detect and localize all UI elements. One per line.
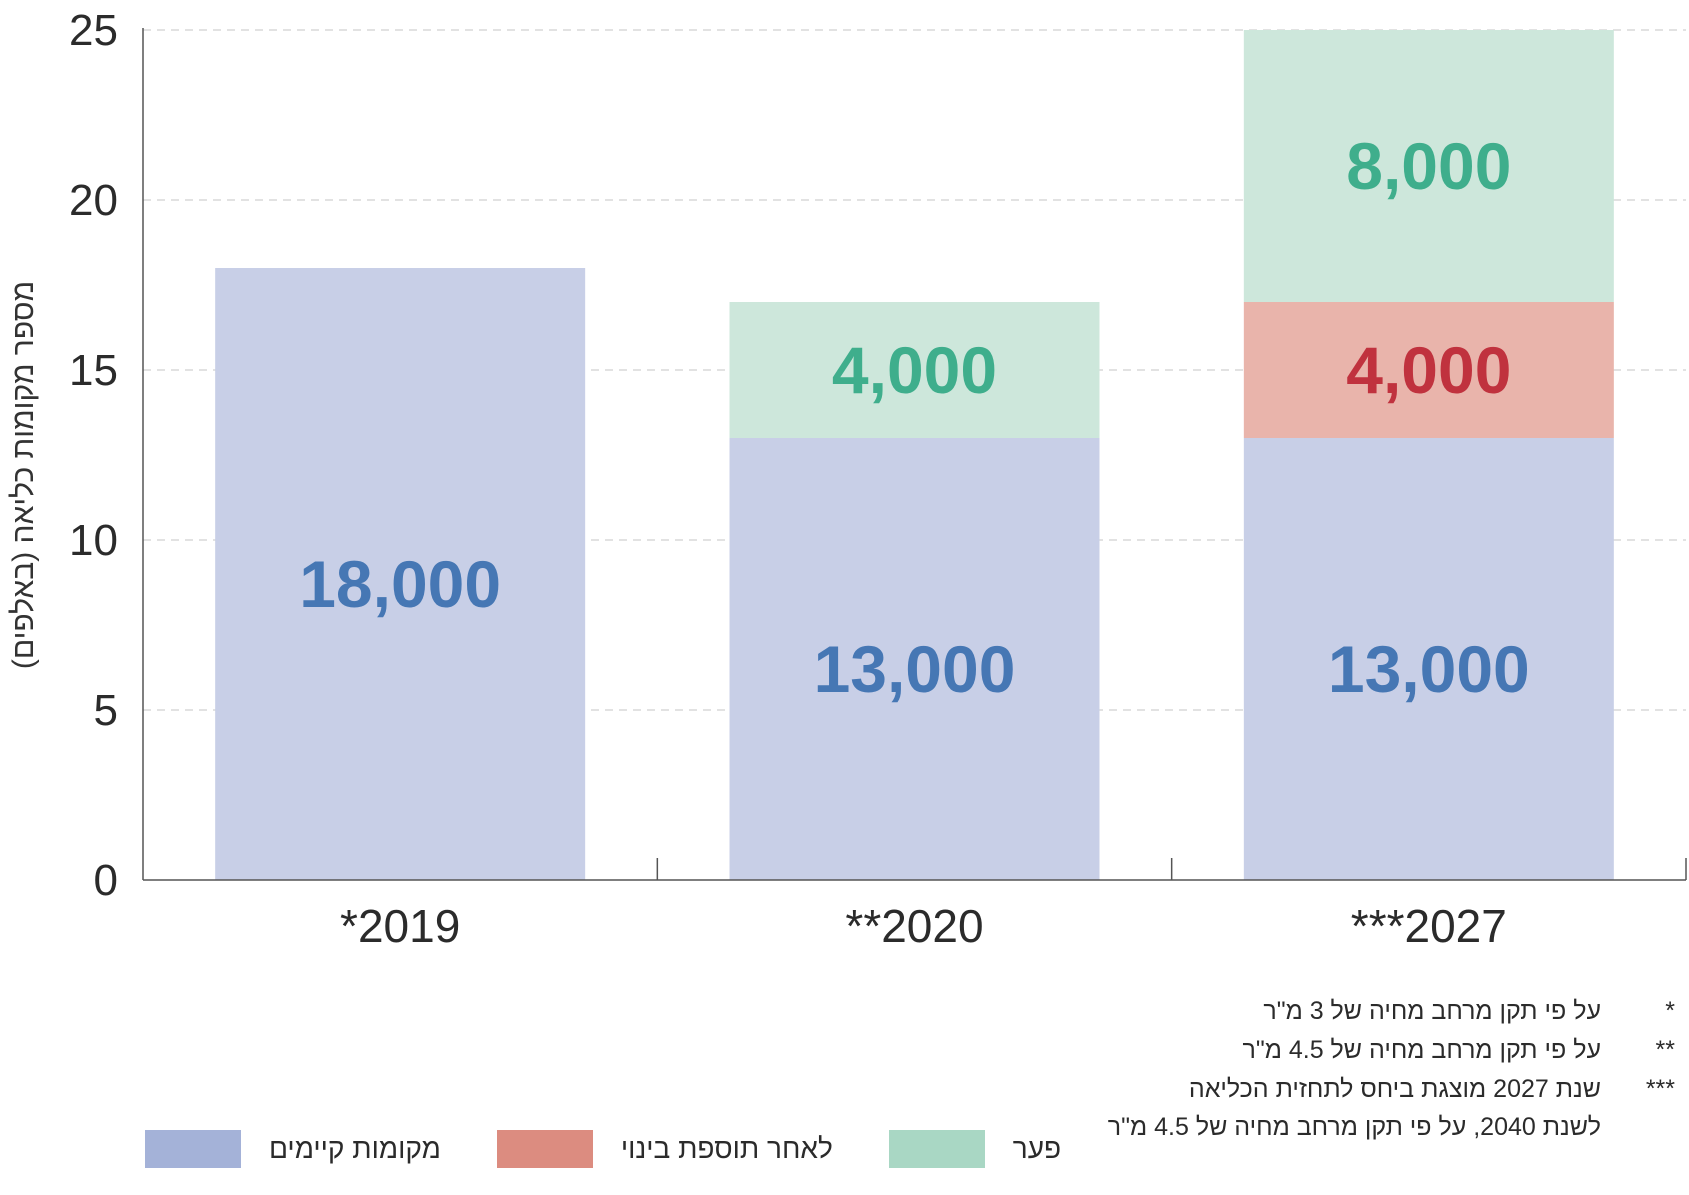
bar-segment [729,302,1100,438]
footnote-mark [1601,1108,1675,1147]
legend-swatch [496,1130,593,1168]
x-tick-label: *2019 [340,900,460,952]
footnote-mark: ** [1655,1035,1675,1064]
y-axis-label: מספר מקומות כליאה (באלפים) [7,281,40,669]
legend-label: פער [1012,1133,1062,1164]
y-tick-label: 0 [94,856,118,905]
legend-label: לאחר תוספת בינוי [620,1133,833,1164]
footnote-text: על פי תקן מרחב מחיה של 4.5 מ"ר [1242,1035,1601,1064]
footnote: ** על פי תקן מרחב מחיה של 4.5 מ"ר [1055,1031,1675,1070]
footnote-text: לשנת 2040, על פי תקן מרחב מחיה של 4.5 מ"… [1107,1113,1601,1142]
bar-value-label: 18,000 [299,547,501,621]
footnote: * על פי תקן מרחב מחיה של 3 מ"ר [1055,992,1675,1031]
footnote-text: על פי תקן מרחב מחיה של 3 מ"ר [1263,997,1601,1025]
x-tick-label: **2020 [845,900,983,952]
stacked-bar-chart: 0 5 10 15 20 25 18,000 *2019 13,000 4,000 **2020 13… [7,6,1687,952]
bar-value-label: 13,000 [814,632,1016,706]
x-tick-label: ***2027 [1351,900,1507,952]
y-tick-label: 20 [69,176,118,225]
legend-item-gap: פער [888,1130,1062,1168]
labels: 0 5 10 15 20 25 18,000 *2019 13,000 4,000 **2020 13… [69,6,1530,952]
bar-segment [215,268,586,880]
bar-value-label: 4,000 [1346,333,1511,407]
footnote: *** שנת 2027 מוצגת ביחס לתחזית הכליאה [1055,1070,1675,1109]
footnote-mark: * [1665,997,1675,1025]
bar-value-label: 4,000 [832,333,997,407]
y-tick-label: 15 [69,346,118,395]
bar-segment [1243,30,1614,302]
bar-segment [1243,438,1614,880]
bar-value-label: 8,000 [1346,129,1511,203]
bar-segment [729,438,1100,880]
legend: מקומות קיימים לאחר תוספת בינוי פער [145,1130,1117,1168]
y-tick-label: 5 [94,686,118,735]
y-tick-label: 25 [69,6,118,55]
bar-segment [1243,302,1614,438]
footnote-text: שנת 2027 מוצגת ביחס לתחזית הכליאה [1188,1074,1601,1103]
legend-item-existing: מקומות קיימים [145,1130,441,1168]
footnote-mark: *** [1645,1074,1675,1103]
legend-label: מקומות קיימים [269,1133,441,1164]
legend-swatch [145,1130,241,1168]
y-tick-label: 10 [69,516,118,565]
footnotes: * על פי תקן מרחב מחיה של 3 מ"ר ** על פי … [1055,992,1675,1147]
legend-swatch [888,1130,985,1168]
axes [142,28,1687,881]
bar-value-label: 13,000 [1328,632,1530,706]
legend-item-construction: לאחר תוספת בינוי [496,1130,833,1168]
bars [215,30,1614,880]
footnote: לשנת 2040, על פי תקן מרחב מחיה של 4.5 מ"… [1055,1108,1675,1147]
